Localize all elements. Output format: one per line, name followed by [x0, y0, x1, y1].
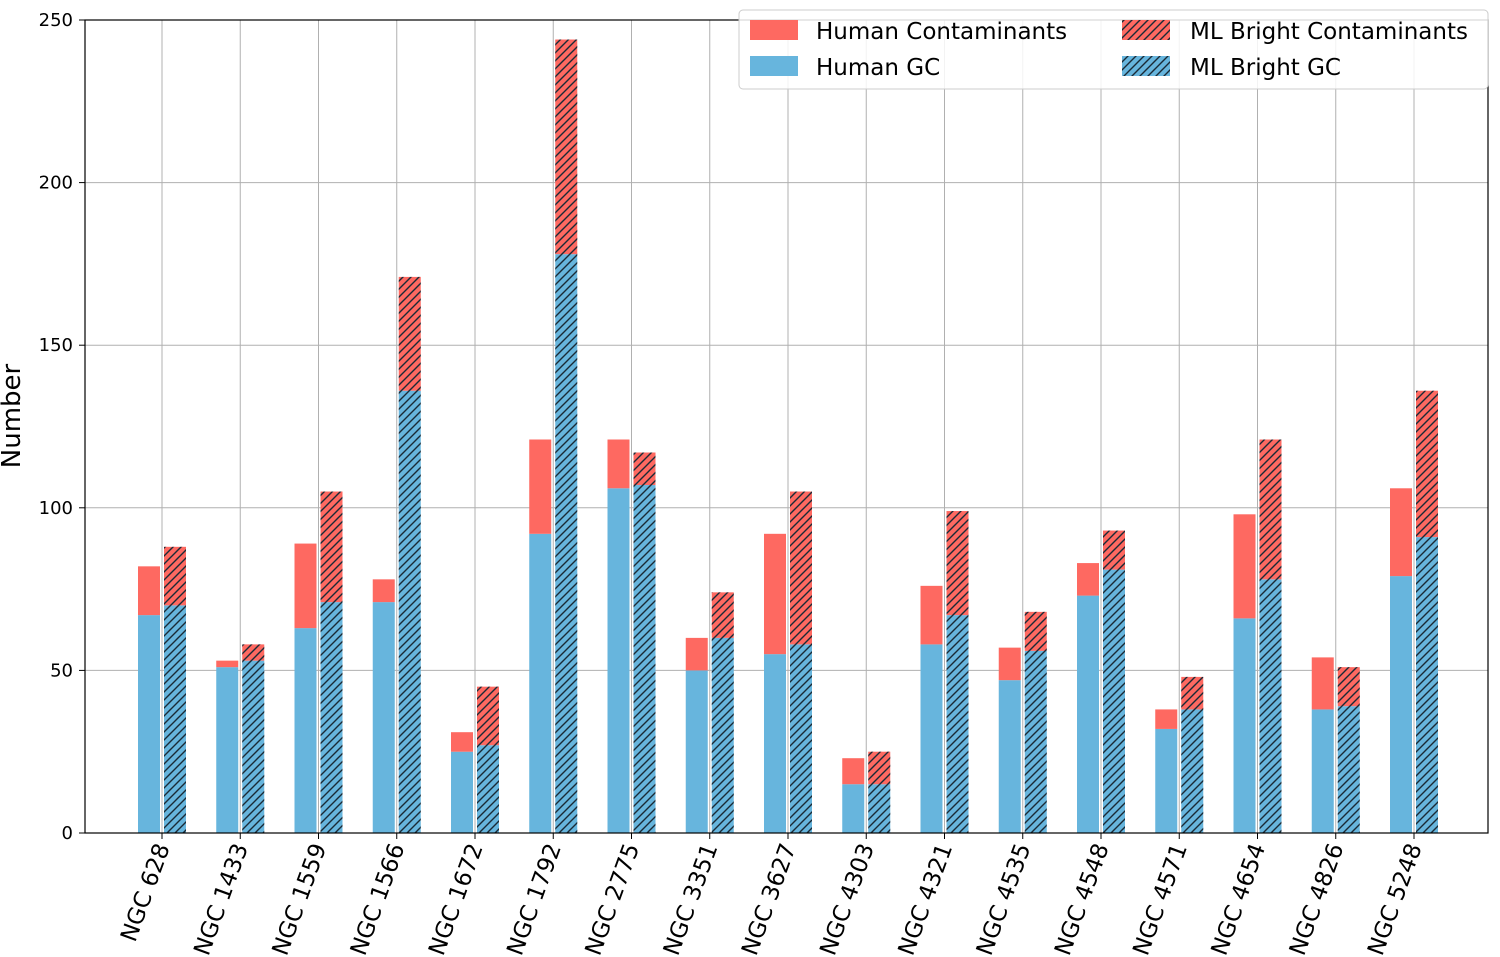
x-tick-label: NGC 3627: [737, 840, 801, 957]
human-gc-bar: [529, 533, 552, 833]
legend-swatch-hatch: [1122, 56, 1170, 76]
x-tick-label: NGC 1433: [189, 840, 253, 957]
hatch-overlay: [711, 592, 734, 833]
x-tick-label: NGC 1566: [346, 840, 410, 957]
legend-label: ML Bright GC: [1190, 55, 1341, 81]
human-contaminants-bar: [1155, 709, 1178, 729]
human-contaminants-bar: [216, 660, 239, 668]
human-gc-bar: [1155, 728, 1178, 833]
human-gc-bar: [685, 670, 708, 833]
human-contaminants-bar: [842, 758, 865, 785]
human-contaminants-bar: [1311, 657, 1334, 710]
human-gc-bar: [764, 654, 786, 833]
human-contaminants-bar: [764, 533, 786, 655]
human-contaminants-bar: [607, 439, 630, 489]
legend-box: [738, 9, 1489, 90]
x-tick-label: NGC 4535: [972, 840, 1036, 957]
x-tick-label: NGC 1672: [424, 840, 488, 957]
y-tick-label: 0: [62, 823, 73, 844]
x-tick-label: NGC 1559: [268, 840, 332, 957]
y-tick-label: 50: [50, 660, 73, 681]
hatch-overlay: [398, 276, 421, 834]
human-contaminants-bar: [920, 585, 943, 645]
human-contaminants-bar: [1233, 514, 1256, 619]
hatch-overlay: [477, 686, 499, 833]
x-tick-label: NGC 4321: [894, 840, 958, 957]
hatch-overlay: [868, 751, 891, 833]
legend-swatch: [750, 56, 798, 76]
hatch-overlay: [164, 546, 186, 833]
y-tick-label: 150: [39, 335, 73, 356]
hatch-overlay: [1337, 667, 1360, 833]
legend-swatch-hatch: [1122, 20, 1170, 40]
human-gc-bar: [1077, 595, 1099, 833]
hatch-overlay: [1103, 530, 1125, 833]
human-contaminants-bar: [1390, 488, 1412, 577]
hatch-overlay: [1024, 611, 1047, 833]
x-tick-label: NGC 4654: [1207, 840, 1271, 957]
x-tick-label: NGC 1792: [502, 840, 566, 957]
hatch-overlay: [1181, 676, 1204, 833]
x-tick-label: NGC 5248: [1363, 840, 1427, 957]
x-tick-label: NGC 3351: [659, 840, 723, 957]
bars: [138, 39, 1438, 834]
hatch-overlay: [320, 491, 343, 833]
human-contaminants-bar: [529, 439, 552, 534]
legend-label: Human Contaminants: [816, 19, 1067, 45]
human-gc-bar: [1390, 576, 1412, 833]
human-contaminants-bar: [998, 647, 1021, 681]
human-gc-bar: [451, 751, 473, 833]
human-contaminants-bar: [372, 579, 395, 603]
y-axis-label: Number: [0, 363, 27, 468]
human-gc-bar: [1311, 709, 1334, 833]
y-tick-label: 250: [39, 10, 73, 31]
human-contaminants-bar: [294, 543, 317, 629]
legend-label: ML Bright Contaminants: [1190, 19, 1468, 45]
human-gc-bar: [607, 488, 630, 833]
hatch-overlay: [242, 644, 265, 833]
x-tick-label: NGC 4826: [1285, 840, 1349, 957]
y-tick-label: 100: [39, 498, 73, 519]
human-contaminants-bar: [451, 732, 473, 752]
human-gc-bar: [998, 680, 1021, 833]
hatch-overlay: [1416, 390, 1438, 833]
hatch-overlay: [1259, 439, 1282, 833]
human-gc-bar: [294, 628, 317, 833]
human-gc-bar: [920, 644, 943, 833]
hatch-overlay: [790, 491, 812, 833]
legend-swatch: [750, 20, 798, 40]
x-tick-label: NGC 4548: [1050, 840, 1114, 957]
human-contaminants-bar: [138, 566, 160, 616]
human-gc-bar: [138, 615, 160, 833]
human-gc-bar: [1233, 618, 1256, 833]
human-gc-bar: [842, 784, 865, 833]
legend-label: Human GC: [816, 55, 940, 81]
hatch-overlay: [633, 452, 656, 833]
x-tick-label: NGC 4571: [1128, 840, 1192, 957]
hatch-overlay: [946, 511, 969, 833]
legend: Human Contaminants Human GC ML Bright Cont…: [738, 9, 1489, 90]
x-tick-label: NGC 4303: [815, 840, 879, 957]
x-tick-label: NGC 628: [116, 840, 175, 945]
y-tick-label: 200: [39, 173, 73, 194]
human-gc-bar: [216, 667, 239, 833]
x-tick-label: NGC 2775: [581, 840, 645, 957]
hatch-overlay: [555, 39, 578, 833]
human-contaminants-bar: [685, 637, 708, 671]
human-gc-bar: [372, 602, 395, 833]
human-contaminants-bar: [1077, 563, 1099, 596]
